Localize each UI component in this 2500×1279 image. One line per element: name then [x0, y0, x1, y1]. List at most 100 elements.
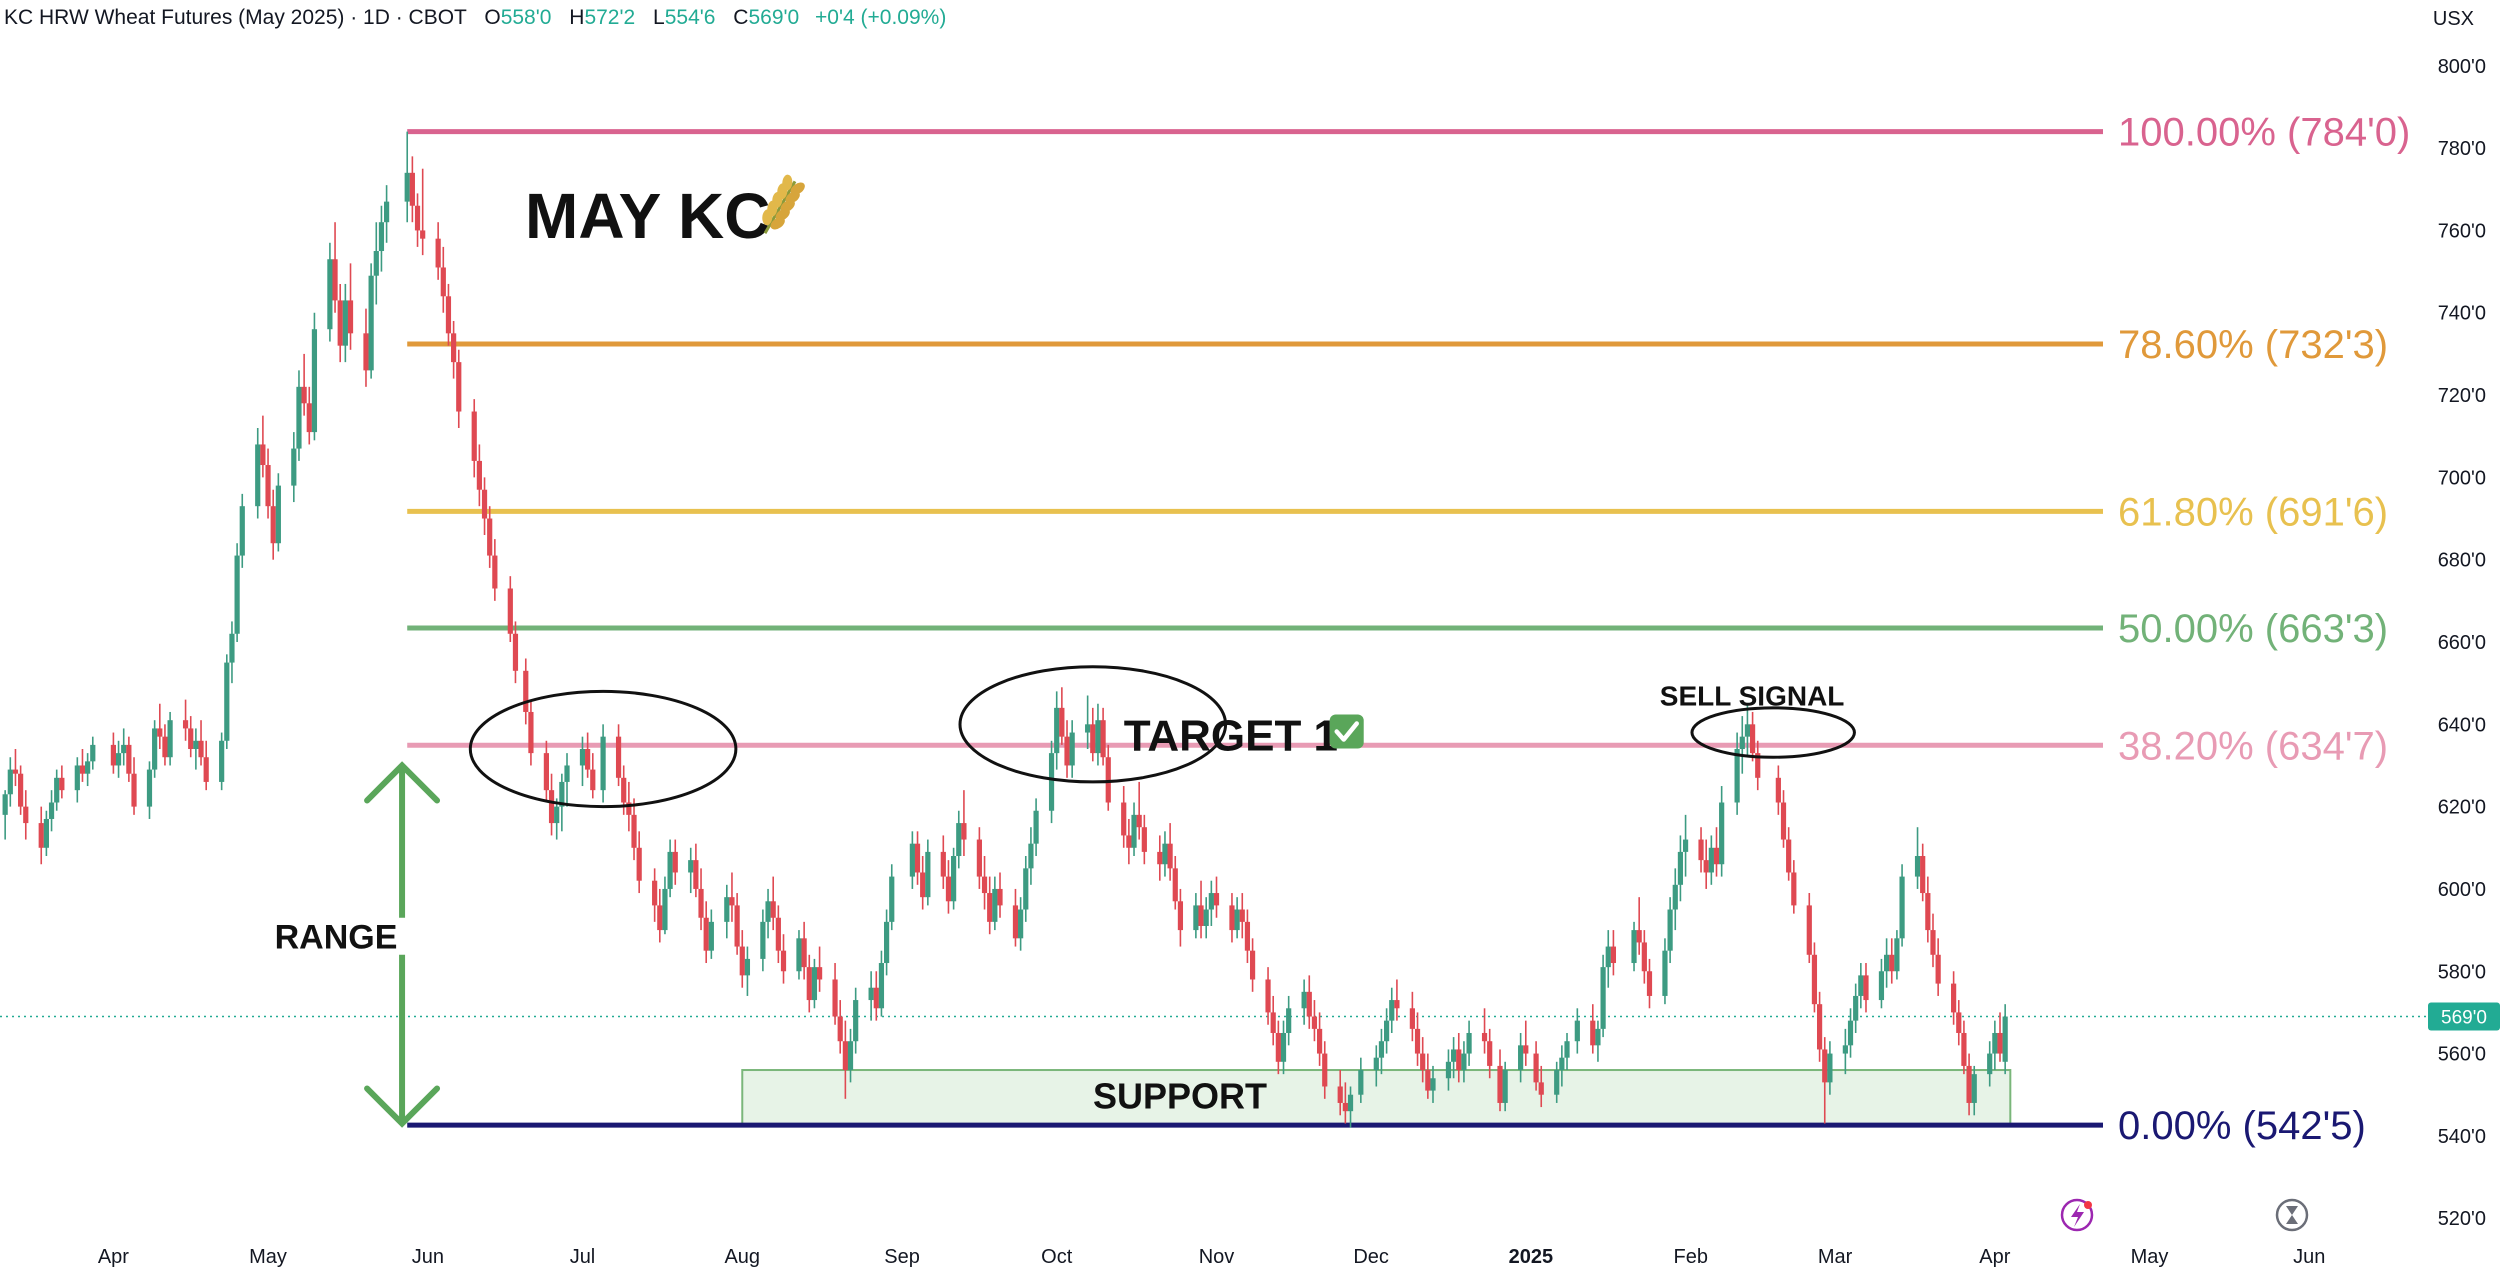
candle-body	[1131, 814, 1137, 848]
candle-body	[1378, 1041, 1385, 1058]
candle-body	[621, 777, 627, 803]
candle-body	[59, 777, 65, 791]
candle-body	[203, 757, 209, 782]
candle-body	[744, 958, 751, 976]
candle-body	[636, 847, 642, 881]
candle-body	[1172, 868, 1178, 902]
candle-body	[23, 806, 29, 824]
candle-body	[1672, 884, 1678, 910]
y-axis[interactable]: 520'0 540'0 560'0 580'0 600'0 620'0 640'0 660'0…	[2438, 56, 2486, 1230]
y-tick-label: 520'0	[2438, 1208, 2486, 1230]
candle-body	[115, 753, 122, 766]
candle-body	[1265, 979, 1271, 1013]
candle-body	[1775, 777, 1781, 803]
currency-label[interactable]: USX	[2432, 8, 2474, 30]
candle-body	[548, 790, 555, 824]
candle-body	[585, 749, 591, 770]
x-tick-label: Jun	[412, 1246, 444, 1268]
candle-body	[1487, 1041, 1493, 1066]
candle-body	[492, 555, 498, 589]
candle-body	[760, 921, 766, 959]
candle-body	[311, 329, 318, 433]
candle-body	[1682, 839, 1689, 852]
x-tick-label: Nov	[1199, 1246, 1235, 1268]
candle-body	[657, 905, 663, 931]
x-tick-label: May	[2131, 1246, 2169, 1268]
fib-level-label: 78.60% (732'3)	[2118, 323, 2388, 367]
candle-body	[1708, 847, 1714, 873]
candle-body	[90, 744, 96, 762]
candle-body	[796, 938, 802, 972]
candle-body	[579, 749, 586, 766]
candle-body	[1373, 1057, 1379, 1071]
candle-body	[1244, 921, 1251, 951]
replay-icon[interactable]	[2275, 1198, 2309, 1232]
y-tick-label: 680'0	[2438, 550, 2486, 572]
candle-body	[1301, 991, 1307, 1009]
candle-body	[801, 938, 807, 968]
candle-body	[193, 740, 199, 750]
candle-body	[1667, 909, 1673, 951]
candle-body	[7, 769, 13, 795]
range-label: RANGE	[275, 918, 398, 956]
candle-body	[780, 950, 787, 972]
candle-body	[1059, 707, 1065, 737]
candle-body	[940, 851, 946, 877]
candle-body	[590, 769, 596, 791]
candle-body	[775, 917, 781, 951]
y-tick-label: 620'0	[2438, 797, 2486, 819]
candle-body	[1780, 802, 1787, 840]
candle-body	[925, 851, 931, 898]
candle-body	[301, 386, 307, 404]
sell-signal-label: SELL SIGNAL	[1660, 681, 1845, 712]
fib-level-label: 0.00% (542'5)	[2118, 1104, 2366, 1148]
candle-body	[909, 843, 915, 877]
candle-body	[1420, 1053, 1426, 1071]
candle-body	[1739, 736, 1745, 750]
candle-body	[239, 506, 245, 556]
candle-body	[1456, 1049, 1462, 1071]
lightning-icon[interactable]	[2060, 1198, 2094, 1232]
candle-body	[38, 823, 44, 848]
candle-body	[157, 728, 163, 737]
support-label: SUPPORT	[1093, 1076, 1267, 1117]
candle-body	[188, 728, 194, 750]
candle-body	[260, 444, 266, 466]
candle-body	[765, 901, 771, 922]
candle-body	[182, 720, 189, 729]
high-value: 572'2	[584, 6, 636, 29]
candle-body	[992, 888, 998, 922]
candle-body	[85, 761, 91, 774]
candle-body	[1105, 757, 1111, 803]
highlight-circle	[1690, 706, 1856, 759]
range-arrow-head-bottom	[364, 1085, 441, 1128]
candle-body	[631, 814, 637, 848]
candle-body	[1085, 724, 1091, 733]
candle-body	[543, 753, 549, 791]
candle-body	[698, 888, 704, 918]
candle-body	[961, 823, 967, 840]
price-tag-text: 569'0	[2441, 1008, 2487, 1029]
x-axis[interactable]: Apr May Jun Jul Aug Sep Oct Nov Dec 2025 Feb Mar Apr…	[98, 1246, 2326, 1268]
fib-level-label: 38.20% (634'7)	[2118, 724, 2388, 768]
candle-body	[1713, 847, 1720, 865]
candle-body	[1095, 720, 1101, 754]
candle-body	[1090, 724, 1096, 754]
symbol-label: KC HRW Wheat Futures (May 2025) · 1D · C…	[4, 6, 467, 29]
candle-body	[383, 201, 390, 223]
candle-body	[1425, 1070, 1431, 1091]
candle-body	[1600, 967, 1606, 1029]
candle-body	[1028, 843, 1034, 869]
candle-body	[440, 267, 446, 297]
candle-body	[146, 769, 153, 807]
y-tick-label: 800'0	[2438, 56, 2486, 78]
wheat-grain	[762, 209, 773, 226]
candle-body	[451, 333, 457, 363]
candle-body	[945, 876, 952, 902]
fib-retracement[interactable]: 100.00% (784'0) 78.60% (732'3) 61.80% (691…	[407, 111, 2410, 1149]
candle-body	[79, 765, 86, 774]
candle-body	[373, 251, 379, 276]
candle-body	[43, 818, 49, 848]
candle-body	[1162, 843, 1168, 865]
